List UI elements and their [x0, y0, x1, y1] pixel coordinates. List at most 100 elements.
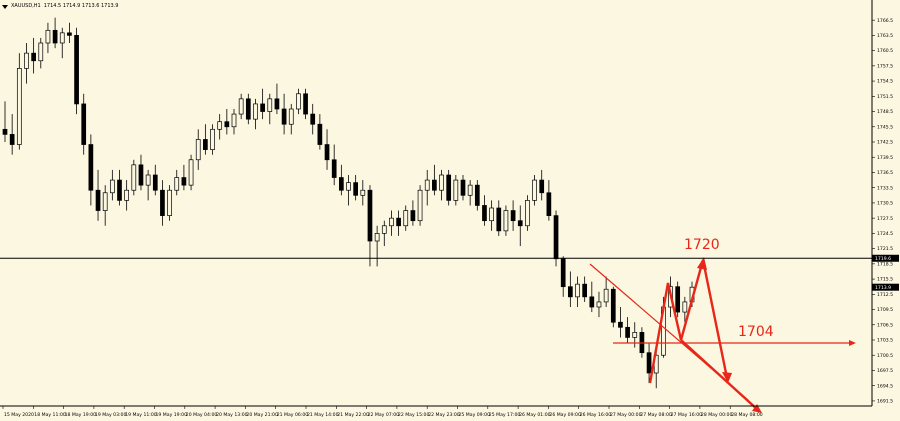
candle[interactable]: [124, 180, 130, 211]
candle[interactable]: [9, 114, 15, 155]
candle[interactable]: [510, 200, 516, 231]
candle[interactable]: [245, 93, 251, 125]
candle[interactable]: [632, 322, 638, 348]
candle[interactable]: [360, 180, 366, 206]
candle[interactable]: [575, 276, 580, 307]
candle[interactable]: [288, 103, 294, 135]
candle[interactable]: [567, 271, 573, 307]
candle[interactable]: [160, 180, 165, 226]
candle[interactable]: [16, 53, 22, 150]
candle[interactable]: [396, 210, 401, 236]
candle[interactable]: [38, 37, 44, 69]
candle[interactable]: [145, 169, 151, 201]
candle[interactable]: [532, 175, 537, 206]
candle[interactable]: [95, 169, 101, 221]
candle[interactable]: [188, 154, 194, 191]
candle[interactable]: [410, 200, 416, 226]
candle[interactable]: [210, 124, 215, 155]
candle[interactable]: [310, 103, 316, 135]
dropdown-arrow-icon[interactable]: [2, 4, 8, 9]
annotation-down-arrow[interactable]: [680, 339, 759, 411]
annotation-zigzag-path[interactable]: [648, 259, 729, 384]
candle[interactable]: [589, 281, 595, 313]
candle[interactable]: [560, 256, 566, 297]
candle[interactable]: [546, 180, 552, 221]
candle[interactable]: [260, 88, 265, 120]
candle[interactable]: [167, 185, 172, 221]
candle[interactable]: [195, 129, 201, 170]
candle[interactable]: [81, 93, 87, 155]
candle-body: [274, 98, 280, 110]
candle[interactable]: [224, 109, 230, 135]
candle[interactable]: [496, 200, 502, 236]
candle[interactable]: [52, 17, 58, 49]
candle[interactable]: [553, 210, 559, 267]
candle[interactable]: [203, 124, 208, 155]
candle[interactable]: [138, 154, 144, 191]
candle[interactable]: [460, 175, 466, 201]
candle[interactable]: [489, 200, 494, 231]
candle[interactable]: [303, 88, 308, 120]
candle[interactable]: [324, 129, 330, 170]
candle[interactable]: [432, 164, 437, 196]
candle[interactable]: [417, 185, 423, 226]
candle[interactable]: [389, 210, 394, 236]
candle[interactable]: [467, 180, 473, 206]
candle[interactable]: [525, 195, 530, 231]
candle[interactable]: [274, 83, 280, 115]
candle[interactable]: [74, 27, 79, 115]
candle[interactable]: [610, 286, 616, 328]
candle[interactable]: [296, 88, 301, 115]
candle[interactable]: [152, 164, 158, 196]
candle[interactable]: [675, 281, 681, 318]
candle[interactable]: [381, 220, 387, 247]
candle[interactable]: [424, 169, 430, 206]
candle[interactable]: [238, 93, 244, 120]
candle[interactable]: [482, 195, 487, 226]
candle[interactable]: [102, 185, 108, 226]
candle[interactable]: [682, 296, 688, 323]
candle[interactable]: [317, 114, 323, 150]
candle[interactable]: [217, 114, 223, 140]
candle[interactable]: [253, 98, 258, 130]
candle[interactable]: [131, 159, 137, 196]
candle[interactable]: [24, 43, 29, 84]
candle[interactable]: [346, 175, 351, 206]
candle[interactable]: [109, 169, 115, 201]
candle[interactable]: [618, 307, 623, 338]
candle[interactable]: [367, 185, 373, 267]
y-tick-label: 1724.5: [877, 231, 893, 237]
candle[interactable]: [453, 175, 459, 206]
candle[interactable]: [625, 317, 630, 343]
candle[interactable]: [603, 276, 609, 307]
candle[interactable]: [353, 175, 359, 201]
candle[interactable]: [338, 164, 344, 196]
candle[interactable]: [231, 109, 237, 135]
candle[interactable]: [539, 169, 545, 201]
candle[interactable]: [439, 169, 444, 201]
candle[interactable]: [267, 93, 273, 125]
candle[interactable]: [59, 27, 65, 59]
candle[interactable]: [67, 22, 72, 43]
y-tick-label: 1730.5: [877, 201, 893, 207]
candle[interactable]: [446, 169, 452, 206]
candle[interactable]: [646, 342, 652, 384]
candle[interactable]: [331, 144, 337, 186]
candle[interactable]: [374, 225, 380, 267]
candle[interactable]: [88, 134, 94, 206]
candle[interactable]: [117, 169, 122, 206]
candle[interactable]: [596, 291, 602, 318]
candle[interactable]: [181, 164, 187, 191]
candle[interactable]: [174, 169, 180, 196]
candle[interactable]: [2, 101, 8, 142]
candle[interactable]: [403, 205, 409, 231]
candle[interactable]: [281, 93, 287, 135]
candle[interactable]: [45, 22, 51, 54]
candle[interactable]: [503, 205, 509, 236]
candle[interactable]: [474, 180, 480, 211]
candle[interactable]: [31, 37, 36, 74]
candle[interactable]: [582, 276, 588, 302]
candle[interactable]: [517, 205, 523, 247]
